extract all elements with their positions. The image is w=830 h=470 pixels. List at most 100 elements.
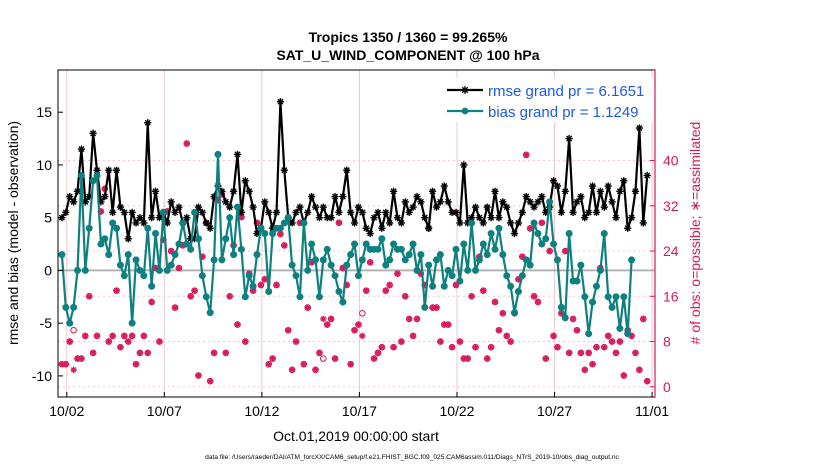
rmse-point (510, 229, 519, 238)
bias-point (546, 198, 554, 206)
obs-assimilated-point (472, 344, 479, 351)
bias-point (514, 288, 522, 296)
x-tick-label: 10/02 (49, 403, 84, 419)
bias-point (604, 293, 612, 301)
rmse-point (479, 219, 487, 227)
bias-point (351, 240, 359, 248)
rmse-point (553, 182, 562, 190)
bias-point (550, 240, 558, 248)
bias-point (194, 235, 202, 243)
obs-assimilated-point (601, 344, 608, 351)
obs-assimilated-point (320, 315, 327, 323)
rmse-point (148, 214, 156, 222)
bias-point (405, 251, 413, 259)
rmse-point (66, 192, 74, 201)
bias-point (269, 230, 277, 238)
rmse-point (549, 177, 558, 185)
obs-assimilated-point (620, 372, 627, 379)
bias-point (585, 330, 593, 338)
left-tick-label: 0 (44, 262, 52, 278)
obs-assimilated-point (109, 332, 116, 340)
bias-point (421, 303, 429, 311)
obs-assimilated-point (89, 349, 97, 357)
rmse-point (362, 224, 370, 232)
bias-point (487, 230, 495, 238)
bias-point (218, 256, 226, 264)
bias-point (534, 230, 542, 238)
rmse-point (436, 198, 444, 206)
bias-point (304, 266, 312, 274)
bias-point (132, 256, 140, 264)
obs-assimilated-point (409, 332, 417, 340)
left-tick-label: -5 (40, 315, 53, 331)
rmse-point (261, 198, 269, 206)
rmse-point (327, 214, 335, 222)
bias-point (300, 219, 308, 227)
legend-rmse-label: rmse grand pr = 6.1651 (488, 83, 644, 100)
obs-assimilated-point (589, 360, 596, 368)
bias-point (354, 272, 362, 280)
rmse-point (581, 214, 589, 222)
rmse-point (421, 214, 429, 222)
rmse-point (77, 145, 86, 153)
obs-assimilated-point (132, 360, 140, 368)
obs-assimilated-point (66, 338, 73, 345)
rmse-point (347, 208, 355, 217)
right-tick-label: 16 (663, 288, 679, 304)
bias-point (460, 240, 468, 248)
bias-point (257, 224, 265, 232)
right-tick-label: 32 (663, 198, 679, 214)
legend-rmse-marker (461, 86, 469, 94)
bias-point (429, 282, 437, 290)
bias-point (241, 293, 249, 301)
rmse-point (413, 192, 421, 201)
obs-assimilated-point (530, 293, 538, 300)
rmse-point (378, 224, 386, 232)
rmse-point (132, 219, 140, 227)
obs-assimilated-point (394, 270, 401, 277)
rmse-point (171, 208, 179, 217)
rmse-point (276, 98, 285, 106)
obs-assimilated-point (433, 304, 440, 311)
right-tick-label: 40 (663, 153, 679, 169)
rmse-point (120, 208, 128, 217)
bias-point (565, 230, 573, 238)
rmse-point (155, 214, 164, 222)
obs-assimilated-point (273, 281, 280, 289)
rmse-point (163, 219, 171, 227)
obs-assimilated-point (351, 327, 358, 334)
bias-point (105, 251, 113, 259)
obs-assimilated-point (398, 338, 405, 345)
rmse-point (144, 119, 152, 127)
rmse-point (183, 214, 191, 222)
rmse-point (565, 134, 573, 143)
rmse-point (194, 203, 203, 211)
bias-point (308, 240, 316, 248)
obs-assimilated-point (140, 332, 148, 340)
rmse-point (631, 187, 640, 195)
obs-assimilated-point (269, 355, 276, 362)
obs-possible-point (320, 355, 327, 362)
rmse-point (366, 229, 374, 238)
rmse-point (202, 219, 210, 227)
obs-assimilated-point (569, 315, 577, 323)
bias-point (491, 245, 499, 253)
bias-point (526, 261, 534, 269)
bias-point (128, 319, 136, 327)
obs-assimilated-point (78, 355, 85, 362)
rmse-point (339, 192, 347, 201)
obs-assimilated-point (468, 293, 475, 300)
obs-assimilated-point (335, 219, 343, 226)
obs-assimilated-point (257, 281, 265, 289)
rmse-point (588, 182, 597, 190)
obs-assimilated-point (632, 349, 639, 357)
rmse-point (491, 187, 499, 195)
bias-point (74, 266, 82, 274)
rmse-point (241, 177, 249, 185)
rmse-point (409, 203, 417, 211)
rmse-point (151, 187, 160, 195)
obs-assimilated-point (487, 344, 495, 351)
rmse-point (643, 171, 651, 180)
obs-assimilated-point (191, 287, 198, 294)
obs-assimilated-point (195, 372, 202, 379)
